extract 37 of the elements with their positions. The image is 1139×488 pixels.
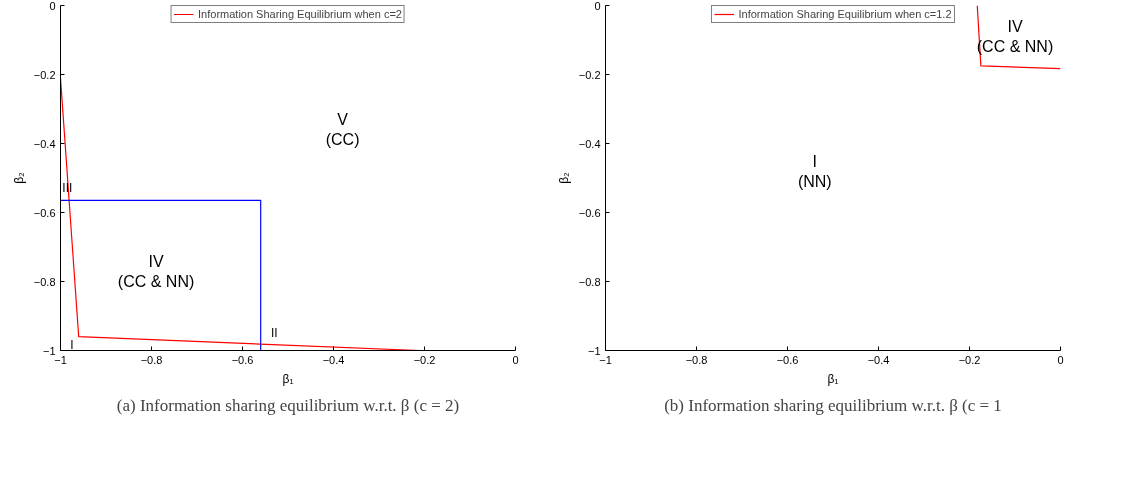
x-tick-label: −0.6 [776,353,799,366]
y-tick-label: −0.4 [578,137,601,150]
x-tick-label: −0.6 [231,353,254,366]
annotation: II [271,326,278,341]
annotation: V (CC) [325,111,360,149]
annotation: I (NN) [797,152,832,190]
legend-label: Information Sharing Equilibrium when c=1.2 [738,8,952,20]
y-axis-title: β₂ [556,171,571,184]
x-tick-label: −0.4 [867,353,890,366]
y-tick-label: −0.8 [33,275,56,288]
y-tick-label: −0.8 [578,275,601,288]
y-tick-label: −0.4 [33,137,56,150]
x-tick-label: 0 [1057,353,1064,366]
annotation: IV (CC & NN) [117,252,195,290]
x-tick-label: 0 [512,353,519,366]
x-tick-label: −0.8 [140,353,163,366]
annotation: I [70,338,74,353]
y-tick-label: 0 [49,0,56,12]
y-tick-label: −1 [42,344,56,357]
x-tick-label: −0.4 [322,353,345,366]
text: (b) Information sharing equilibrium w.r.t. β (c = 1 [664,395,1002,415]
x-tick-label: −1 [54,353,67,366]
x-tick-label: −0.2 [413,353,436,366]
x-axis-title: β₁ [827,371,839,386]
y-axis-title: β₂ [11,171,26,184]
y-tick-label: −0.2 [33,68,56,81]
x-tick-label: −1 [599,353,612,366]
x-tick-label: −0.8 [685,353,708,366]
x-tick-label: −0.2 [958,353,981,366]
y-tick-label: 0 [594,0,601,12]
y-tick-label: −0.2 [578,68,601,81]
text: (a) Information sharing equilibrium w.r.t. β (c = 2) [116,395,460,415]
y-tick-label: −0.6 [33,206,56,219]
legend-label: Information Sharing Equilibrium when c=2 [198,8,402,20]
x-axis-title: β₁ [282,371,294,386]
y-tick-label: −1 [587,344,601,357]
y-tick-label: −0.6 [578,206,601,219]
